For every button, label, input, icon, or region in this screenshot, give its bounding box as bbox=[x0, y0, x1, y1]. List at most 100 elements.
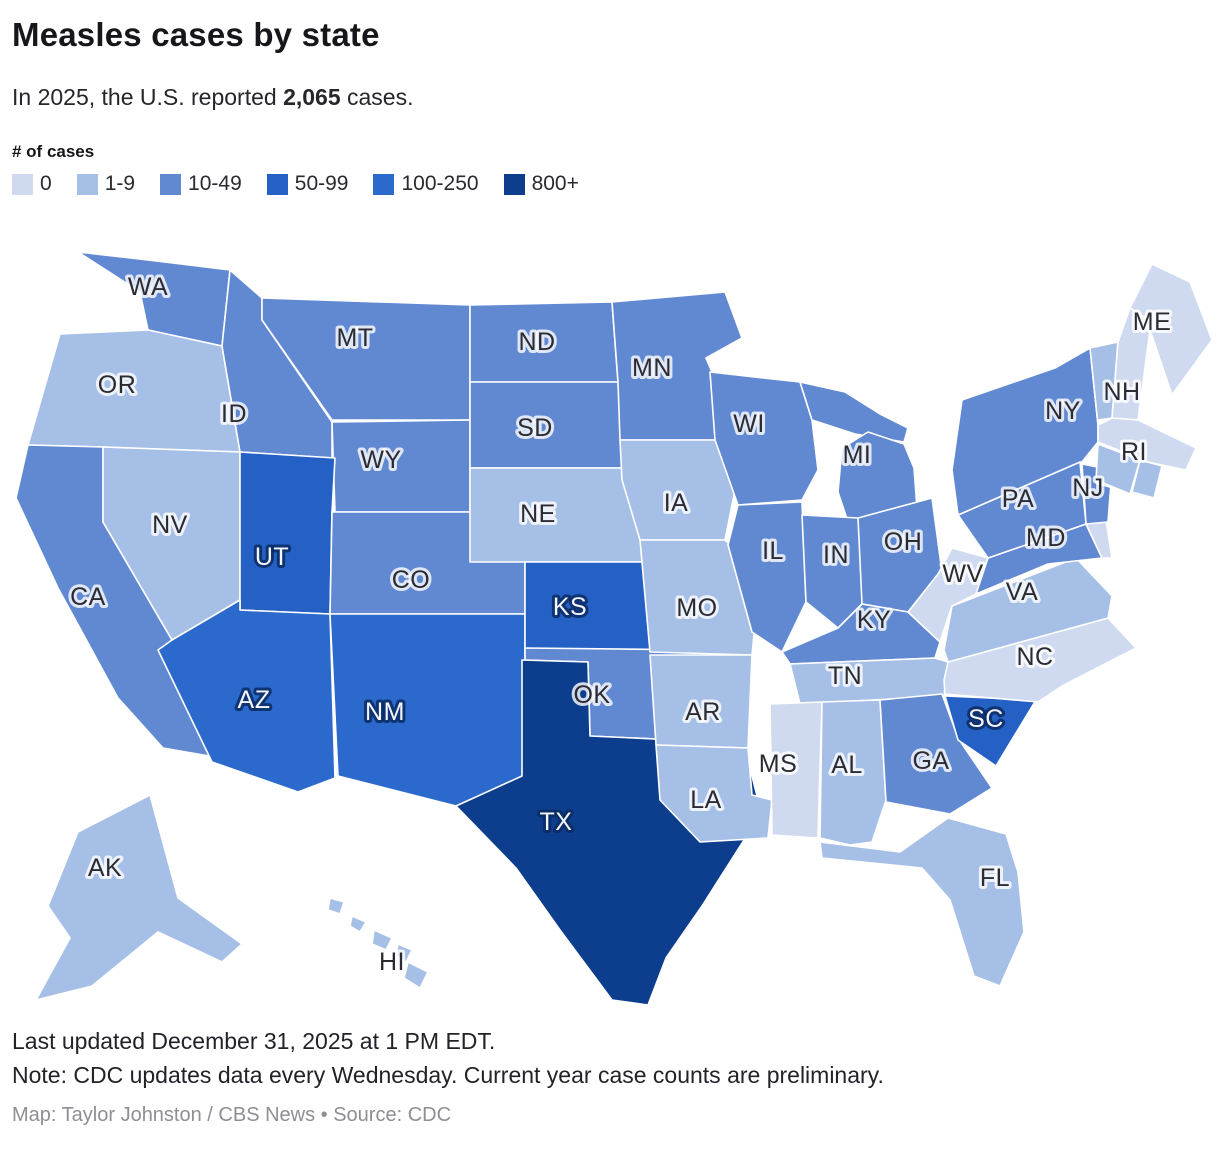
legend-label-1-9: 1-9 bbox=[104, 172, 136, 195]
state-label-in: IN bbox=[823, 541, 849, 569]
state-label-az: AZ bbox=[238, 686, 271, 714]
state-label-fl: FL bbox=[980, 864, 1010, 892]
legend-item-800+: 800+ bbox=[503, 172, 579, 196]
state-label-or: OR bbox=[98, 371, 137, 399]
state-label-mi: MI bbox=[843, 441, 872, 469]
state-ny[interactable] bbox=[951, 347, 1099, 516]
state-label-ks: KS bbox=[553, 593, 587, 621]
legend-item-50-99: 50-99 bbox=[266, 172, 349, 196]
state-label-pa: PA bbox=[1002, 485, 1035, 513]
subtitle-suffix: cases. bbox=[340, 84, 414, 110]
state-wv[interactable] bbox=[907, 547, 989, 643]
state-label-wv: WV bbox=[942, 560, 983, 588]
state-label-sc: SC bbox=[968, 705, 1004, 733]
state-label-ar: AR bbox=[685, 698, 721, 726]
state-label-va: VA bbox=[1006, 578, 1039, 606]
state-mt[interactable] bbox=[261, 297, 471, 421]
state-hi[interactable] bbox=[371, 929, 393, 951]
state-ks[interactable] bbox=[524, 561, 659, 651]
state-label-id: ID bbox=[221, 400, 247, 428]
note-text: Note: CDC updates data every Wednesday. … bbox=[12, 1062, 884, 1088]
legend-label-800+: 800+ bbox=[531, 172, 579, 195]
state-label-ne: NE bbox=[520, 500, 556, 528]
state-label-ia: IA bbox=[664, 489, 689, 517]
state-ak[interactable] bbox=[35, 794, 243, 1001]
state-me[interactable] bbox=[1129, 263, 1213, 396]
legend-item-0: 0 bbox=[12, 172, 52, 196]
state-label-oh: OH bbox=[884, 528, 923, 556]
state-label-nd: ND bbox=[518, 328, 555, 356]
state-label-co: CO bbox=[392, 566, 431, 594]
legend-items: 0 1-9 10-49 50-99 100-250 800+ bbox=[12, 172, 579, 196]
state-ri[interactable] bbox=[1131, 459, 1163, 499]
legend-item-10-49: 10-49 bbox=[160, 172, 242, 196]
state-fl[interactable] bbox=[819, 817, 1025, 987]
state-label-ak: AK bbox=[88, 854, 122, 882]
state-label-me: ME bbox=[1133, 308, 1172, 336]
state-hi[interactable] bbox=[395, 943, 413, 963]
state-label-nc: NC bbox=[1016, 643, 1053, 671]
state-mi[interactable] bbox=[799, 381, 909, 443]
state-label-nv: NV bbox=[152, 511, 188, 539]
state-ut[interactable] bbox=[239, 451, 336, 615]
state-label-ny: NY bbox=[1045, 397, 1081, 425]
state-nc[interactable] bbox=[943, 617, 1137, 703]
state-label-tn: TN bbox=[828, 662, 862, 690]
state-label-hi: HI bbox=[379, 948, 405, 976]
page-title: Measles cases by state bbox=[12, 16, 380, 53]
legend-swatch-800+ bbox=[503, 173, 525, 195]
subtitle-total-cases: 2,065 bbox=[283, 84, 341, 110]
state-hi[interactable] bbox=[349, 915, 367, 933]
legend-swatch-100-250 bbox=[373, 173, 395, 195]
state-label-mt: MT bbox=[336, 324, 373, 352]
state-label-ok: OK bbox=[573, 681, 610, 709]
state-label-nh: NH bbox=[1103, 378, 1140, 406]
legend-label-10-49: 10-49 bbox=[188, 172, 242, 195]
state-ms[interactable] bbox=[769, 701, 823, 839]
legend-swatch-0 bbox=[12, 173, 33, 195]
legend-swatch-1-9 bbox=[76, 173, 98, 195]
state-az[interactable] bbox=[157, 599, 336, 793]
legend-item-1-9: 1-9 bbox=[76, 172, 136, 196]
state-la[interactable] bbox=[655, 744, 773, 843]
state-label-nj: NJ bbox=[1072, 474, 1104, 502]
legend-label-100-250: 100-250 bbox=[401, 172, 479, 195]
state-label-mn: MN bbox=[632, 354, 672, 382]
state-label-md: MD bbox=[1026, 524, 1066, 552]
state-hi[interactable] bbox=[403, 961, 429, 989]
credit-text: Map: Taylor Johnston / CBS News • Source… bbox=[12, 1104, 452, 1126]
subtitle-prefix: In 2025, the U.S. reported bbox=[12, 84, 284, 110]
state-label-wa: WA bbox=[128, 273, 168, 301]
state-label-wy: WY bbox=[360, 446, 401, 474]
state-label-tx: TX bbox=[540, 808, 573, 836]
state-label-ky: KY bbox=[857, 606, 891, 634]
state-label-ms: MS bbox=[759, 750, 798, 778]
state-label-ga: GA bbox=[912, 747, 949, 775]
state-label-la: LA bbox=[690, 786, 722, 814]
state-label-sd: SD bbox=[517, 414, 553, 442]
legend-title: # of cases bbox=[12, 142, 95, 161]
state-nm[interactable] bbox=[329, 613, 526, 807]
legend-label-50-99: 50-99 bbox=[294, 172, 349, 195]
state-ga[interactable] bbox=[879, 693, 993, 815]
state-label-mo: MO bbox=[676, 594, 717, 622]
state-label-il: IL bbox=[762, 537, 784, 565]
legend-swatch-10-49 bbox=[160, 173, 182, 195]
state-label-ri: RI bbox=[1121, 438, 1147, 466]
legend-item-100-250: 100-250 bbox=[373, 172, 479, 196]
state-ct[interactable] bbox=[1095, 443, 1141, 495]
state-label-wi: WI bbox=[733, 410, 765, 438]
state-ma[interactable] bbox=[1097, 417, 1197, 471]
state-label-al: AL bbox=[831, 751, 863, 779]
legend-label-0: 0 bbox=[40, 172, 52, 195]
legend-swatch-50-99 bbox=[266, 173, 288, 195]
state-label-nm: NM bbox=[365, 698, 405, 726]
state-vt[interactable] bbox=[1089, 341, 1119, 426]
last-updated-text: Last updated December 31, 2025 at 1 PM E… bbox=[12, 1028, 496, 1054]
state-label-ut: UT bbox=[255, 543, 289, 571]
state-label-ca: CA bbox=[70, 583, 106, 611]
subtitle: In 2025, the U.S. reported 2,065 cases. bbox=[12, 84, 414, 111]
state-hi[interactable] bbox=[327, 897, 345, 915]
